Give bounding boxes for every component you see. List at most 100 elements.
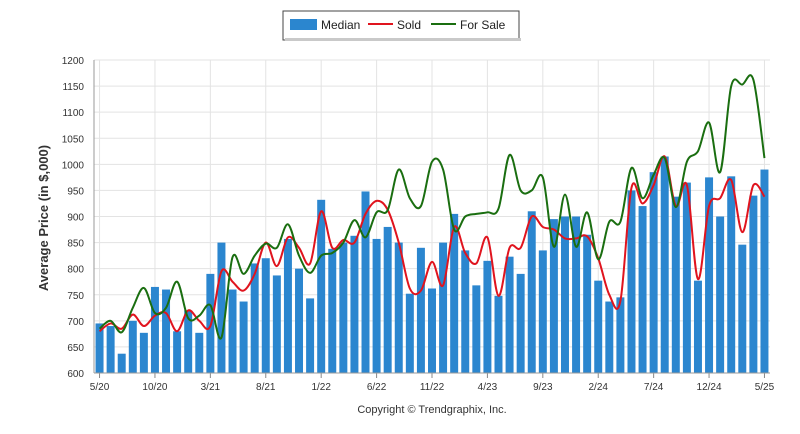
median-bar xyxy=(727,176,736,373)
median-bar xyxy=(95,323,104,373)
x-tick-label: 3/21 xyxy=(201,382,221,393)
x-tick-label: 8/21 xyxy=(256,382,276,393)
median-bar xyxy=(738,244,747,373)
median-bar xyxy=(716,216,725,373)
x-tick-label: 10/20 xyxy=(142,382,167,393)
median-bar xyxy=(106,326,115,373)
median-bar xyxy=(472,285,481,373)
y-tick-label: 1050 xyxy=(62,134,85,145)
series-lines xyxy=(98,74,766,340)
median-bar xyxy=(350,235,359,373)
legend-shadow xyxy=(285,38,521,41)
sold-line xyxy=(98,155,766,333)
copyright-footer: Copyright © Trendgraphix, Inc. xyxy=(357,404,506,416)
median-bar xyxy=(128,320,137,373)
x-tick-label: 5/25 xyxy=(755,382,775,393)
median-bar xyxy=(538,250,547,373)
legend-for-sale-label: For Sale xyxy=(460,18,506,32)
median-bar xyxy=(682,182,691,373)
median-bar xyxy=(605,301,614,373)
x-tick-label: 5/20 xyxy=(90,382,110,393)
median-bar xyxy=(627,190,636,373)
x-tick-label: 4/23 xyxy=(478,382,498,393)
median-bar xyxy=(693,280,702,373)
median-bar xyxy=(494,295,503,373)
median-bar xyxy=(372,238,381,373)
y-tick-label: 700 xyxy=(67,317,84,328)
median-bar xyxy=(450,213,459,373)
y-tick-label: 650 xyxy=(67,343,84,354)
median-bar xyxy=(760,169,769,373)
y-tick-label: 1100 xyxy=(62,108,84,119)
median-bar xyxy=(239,301,248,373)
median-bar xyxy=(638,206,647,373)
legend-sold-label: Sold xyxy=(397,18,421,32)
median-bar xyxy=(317,199,326,373)
median-bar xyxy=(272,275,281,373)
y-tick-label: 850 xyxy=(67,239,84,250)
median-bar xyxy=(228,289,237,373)
y-tick-label: 1200 xyxy=(62,56,85,67)
median-bar xyxy=(671,196,680,373)
legend-box xyxy=(282,10,520,41)
x-tick-label: 9/23 xyxy=(533,382,553,393)
median-bar xyxy=(295,268,304,373)
median-bar xyxy=(184,310,193,373)
y-tick-label: 1000 xyxy=(62,160,85,171)
median-bar xyxy=(583,234,592,373)
legend: Median Sold For Sale xyxy=(282,10,521,41)
median-bar xyxy=(649,172,658,373)
median-bar xyxy=(261,258,270,373)
median-bar xyxy=(416,247,425,373)
median-bar xyxy=(505,256,514,373)
median-bar xyxy=(283,238,292,373)
legend-median-swatch xyxy=(290,19,317,30)
x-tick-label: 11/22 xyxy=(420,382,445,393)
median-bar xyxy=(560,216,569,373)
median-bar xyxy=(162,289,171,373)
for-sale-line xyxy=(98,74,766,340)
median-bar xyxy=(361,191,370,373)
median-bar xyxy=(139,332,148,373)
median-bar xyxy=(383,226,392,373)
y-tick-label: 900 xyxy=(67,213,84,224)
x-tick-label: 2/24 xyxy=(588,382,608,393)
median-bar xyxy=(394,242,403,373)
median-bar xyxy=(749,195,758,373)
median-bar xyxy=(483,260,492,373)
median-bar xyxy=(428,288,436,373)
median-bar xyxy=(705,177,714,373)
median-bar xyxy=(339,242,348,373)
y-tick-label: 750 xyxy=(67,291,84,302)
y-tick-label: 800 xyxy=(67,265,84,276)
y-tick-label: 950 xyxy=(67,186,84,197)
median-bar xyxy=(660,156,669,373)
median-bar xyxy=(195,332,204,373)
median-bar xyxy=(461,250,470,373)
median-bar xyxy=(439,242,448,373)
median-bar xyxy=(405,293,414,373)
median-bar xyxy=(250,263,259,373)
x-tick-label: 12/24 xyxy=(697,382,722,393)
y-axis-title: Average Price (in $,000) xyxy=(36,145,51,291)
axes: 600 650 700 750 800 850 900 950 1000 1050 1100 1150… xyxy=(62,56,775,393)
median-bar xyxy=(328,248,337,373)
y-tick-label: 600 xyxy=(67,369,84,380)
x-tick-label: 6/22 xyxy=(367,382,387,393)
median-bar xyxy=(527,211,536,373)
median-bar xyxy=(594,280,603,373)
legend-median-label: Median xyxy=(321,18,360,32)
median-bar xyxy=(572,216,581,373)
median-bar xyxy=(616,297,625,373)
median-bar xyxy=(217,242,226,373)
median-bar xyxy=(549,219,558,373)
x-tick-label: 7/24 xyxy=(644,382,664,393)
median-bar xyxy=(150,286,159,373)
median-bar xyxy=(516,273,525,373)
x-tick-label: 1/22 xyxy=(311,382,331,393)
y-tick-label: 1150 xyxy=(62,82,84,93)
median-bars xyxy=(95,156,769,373)
median-bar xyxy=(306,298,315,373)
median-bar xyxy=(117,353,126,373)
